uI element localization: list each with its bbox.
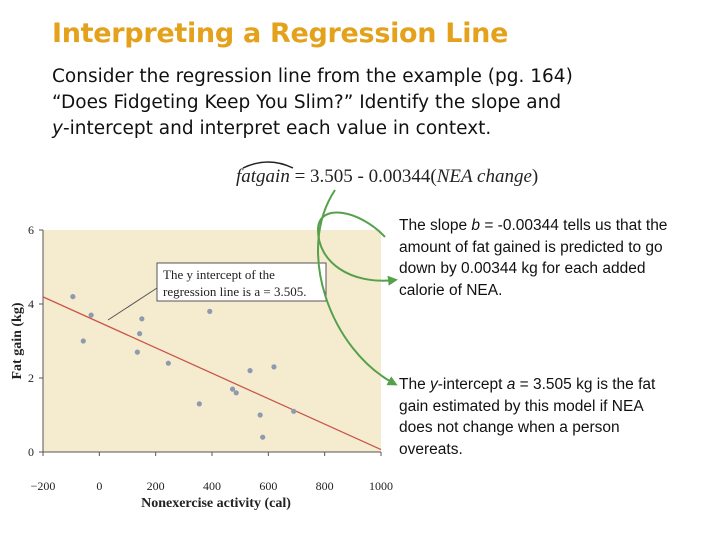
y-tick-label: 4 [28, 297, 34, 311]
regression-line [42, 296, 382, 451]
equation-response: fatgain [236, 166, 290, 187]
x-tick-label: −200 [31, 479, 56, 493]
data-point [233, 390, 239, 396]
data-point [207, 308, 213, 314]
annotation-line-2: regression line is a = 3.505. [163, 284, 306, 299]
y-ticks: 0 2 4 6 [28, 223, 43, 459]
data-point [260, 434, 266, 440]
hat-symbol [242, 161, 294, 169]
slope-arrow [316, 211, 398, 286]
slope-symbol: b [471, 217, 481, 234]
data-point [247, 368, 253, 374]
data-point [291, 408, 297, 414]
x-tick-label: 1000 [369, 479, 393, 493]
intercept-arrow [317, 189, 398, 386]
annotation-leader [107, 287, 158, 321]
intercept-y-italic: y [430, 376, 438, 393]
slide-title: Interpreting a Regression Line [52, 18, 509, 49]
intercept-callout-mid: -intercept [437, 376, 507, 393]
regression-equation: fatgain = 3.505 - 0.00344(NEA change) [236, 161, 539, 188]
data-point [139, 316, 145, 322]
slope-callout-post: = -0.00344 tells us that the amount of f… [399, 217, 668, 299]
intro-line-3: y-intercept and interpret each value in … [52, 116, 692, 142]
y-tick-label: 2 [28, 371, 34, 385]
annotation-line-1: The y intercept of the [163, 267, 275, 282]
intro-y-italic: y [52, 118, 63, 139]
data-point [271, 364, 277, 370]
x-tick-label: 200 [147, 479, 165, 493]
equation-explanatory: NEA change [436, 166, 532, 187]
intercept-symbol: a [506, 376, 516, 393]
data-points [70, 294, 297, 440]
x-axis-label: Nonexercise activity (cal) [141, 496, 291, 511]
x-ticks: −200 0 200 400 600 800 1000 [31, 452, 393, 493]
x-tick-label: 0 [96, 479, 102, 493]
data-point [70, 294, 76, 300]
equation-body: = 3.505 - 0.00344( [294, 166, 437, 187]
slope-callout-pre: The slope [399, 217, 472, 234]
equation-close: ) [531, 166, 539, 187]
data-point [88, 312, 94, 318]
data-point [257, 412, 263, 418]
annotation-box [156, 262, 327, 302]
data-point [165, 360, 171, 366]
intercept-callout: The y-intercept a = 3.505 kg is the fat … [399, 374, 669, 460]
intro-line-3-rest: -intercept and interpret each value in c… [62, 118, 492, 139]
data-point [134, 349, 140, 355]
x-tick-label: 600 [259, 479, 277, 493]
slope-callout: The slope b = -0.00344 tells us that the… [399, 215, 669, 301]
y-tick-label: 6 [28, 223, 34, 237]
x-tick-label: 400 [203, 479, 221, 493]
intercept-callout-pre: The [399, 376, 431, 393]
data-point [80, 338, 86, 344]
data-point [137, 331, 143, 337]
intro-line-2: “Does Fidgeting Keep You Slim?” Identify… [52, 92, 562, 113]
y-axis-label: Fat gain (kg) [10, 302, 25, 379]
data-point [229, 386, 236, 392]
intercept-callout-post: = 3.505 kg is the fat gain estimated by … [399, 376, 656, 458]
data-point [196, 401, 202, 407]
y-tick-label: 0 [28, 445, 34, 459]
x-tick-label: 800 [316, 479, 334, 493]
intro-paragraph: Consider the regression line from the ex… [52, 64, 692, 142]
intro-line-1: Consider the regression line from the ex… [52, 66, 573, 87]
